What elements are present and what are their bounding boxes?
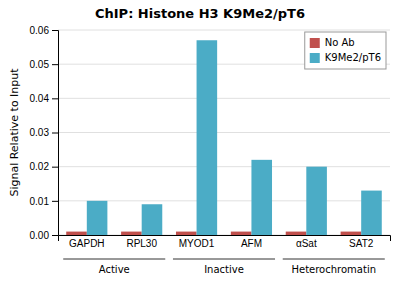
grid-line xyxy=(58,200,390,201)
group-bracket xyxy=(173,259,275,260)
bar xyxy=(341,232,362,235)
x-tick: GAPDH xyxy=(69,238,105,249)
x-tick-label: MYOD1 xyxy=(179,238,215,249)
x-tick-label: GAPDH xyxy=(69,238,105,249)
y-tick: 0.03 xyxy=(30,127,58,138)
grid-line xyxy=(58,166,390,167)
legend-swatch xyxy=(310,53,320,63)
bar xyxy=(121,232,142,235)
group-label: Inactive xyxy=(204,264,244,275)
legend-frame xyxy=(305,32,386,69)
bar xyxy=(361,191,382,235)
chart: 0.00 0.01 0.02 0.03 0.04 0.05 0.06 GAPDH RPL30 MY… xyxy=(0,0,400,291)
y-tick-mark xyxy=(52,201,58,202)
y-axis-title: Signal Relative to Input xyxy=(8,68,21,197)
group-label: Heterochromatin xyxy=(291,264,376,275)
grid-line xyxy=(58,132,390,133)
y-tick-label: 0.03 xyxy=(30,127,50,138)
y-tick-mark xyxy=(52,64,58,65)
y-tick-label: 0.06 xyxy=(30,25,50,36)
bar xyxy=(197,40,218,235)
x-tick: AFM xyxy=(241,238,262,249)
grid-line xyxy=(58,98,390,99)
legend-label: No Ab xyxy=(325,37,355,48)
bar xyxy=(87,201,108,235)
bar xyxy=(176,232,197,235)
legend-item: No Ab xyxy=(310,37,355,48)
y-tick-mark xyxy=(52,167,58,168)
x-tick-label: SAT2 xyxy=(349,238,374,249)
y-tick-mark xyxy=(52,133,58,134)
y-axis: 0.00 0.01 0.02 0.03 0.04 0.05 0.06 xyxy=(30,25,59,241)
x-tick-label: RPL30 xyxy=(126,238,157,249)
x-tick-label: αSat xyxy=(296,238,317,249)
y-tick-label: 0.05 xyxy=(30,59,50,70)
y-tick: 0.01 xyxy=(30,196,58,207)
bar xyxy=(251,160,272,235)
x-tick: MYOD1 xyxy=(179,238,215,249)
y-tick-mark xyxy=(52,30,58,31)
y-tick: 0.00 xyxy=(30,230,58,241)
y-tick-label: 0.04 xyxy=(30,93,50,104)
title: ChIP: Histone H3 K9Me2/pT6 xyxy=(95,6,305,21)
plot: 0.00 0.01 0.02 0.03 0.04 0.05 0.06 GAPDH RPL30 MY… xyxy=(30,25,391,275)
group-bracket xyxy=(283,259,385,260)
legend-label: K9Me2/pT6 xyxy=(325,52,381,63)
y-tick-label: 0.01 xyxy=(30,196,50,207)
legend-item: K9Me2/pT6 xyxy=(310,52,381,63)
bar xyxy=(231,232,252,235)
x-tick-label: AFM xyxy=(241,238,262,249)
group-label: Active xyxy=(99,264,130,275)
x-tick: SAT2 xyxy=(349,238,374,249)
grid xyxy=(58,30,390,235)
y-tick-label: 0.02 xyxy=(30,161,50,172)
y-tick: 0.06 xyxy=(30,25,58,36)
legend: No Ab K9Me2/pT6 xyxy=(305,32,386,69)
y-tick: 0.05 xyxy=(30,59,58,70)
y-axis-line xyxy=(52,31,59,236)
legend-swatch xyxy=(310,38,320,48)
grid-line xyxy=(58,30,390,31)
bar xyxy=(66,232,87,235)
y-tick-label: 0.00 xyxy=(30,230,50,241)
bar xyxy=(306,167,327,235)
y-tick: 0.02 xyxy=(30,161,58,172)
y-tick: 0.04 xyxy=(30,93,58,104)
x-tick: αSat xyxy=(296,238,317,249)
group-bracket xyxy=(63,259,165,260)
x-axis: GAPDH RPL30 MYOD1 AFM αSat SAT2 xyxy=(59,236,391,250)
bar xyxy=(142,204,163,235)
bar xyxy=(286,232,307,235)
y-tick-mark xyxy=(52,98,58,99)
y-tick-mark xyxy=(52,235,58,236)
x-axis-line xyxy=(59,236,391,242)
x-tick: RPL30 xyxy=(126,238,157,249)
